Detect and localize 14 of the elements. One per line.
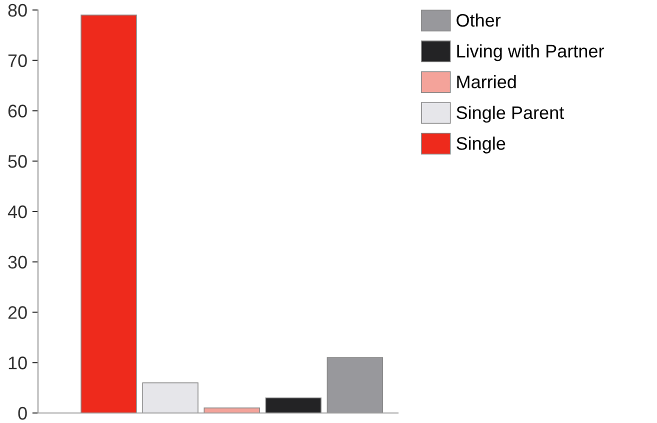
- legend-label: Other: [456, 13, 501, 27]
- y-tick-label: 50: [8, 155, 27, 168]
- y-tick-label: 10: [8, 356, 27, 370]
- legend-label: Living with Partner: [457, 44, 604, 62]
- y-tick-label: 80: [8, 4, 27, 17]
- y-tick-label: 40: [8, 205, 27, 218]
- legend-label: Single: [456, 136, 506, 154]
- y-tick-label: 30: [8, 256, 27, 269]
- y-tick-label: 60: [8, 104, 27, 118]
- legend-label: Single Parent: [456, 106, 564, 123]
- y-tick-label: 70: [8, 54, 27, 68]
- y-tick-label: 0: [18, 406, 27, 420]
- legend-label: Married: [457, 75, 516, 88]
- y-tick-label: 20: [8, 306, 27, 319]
